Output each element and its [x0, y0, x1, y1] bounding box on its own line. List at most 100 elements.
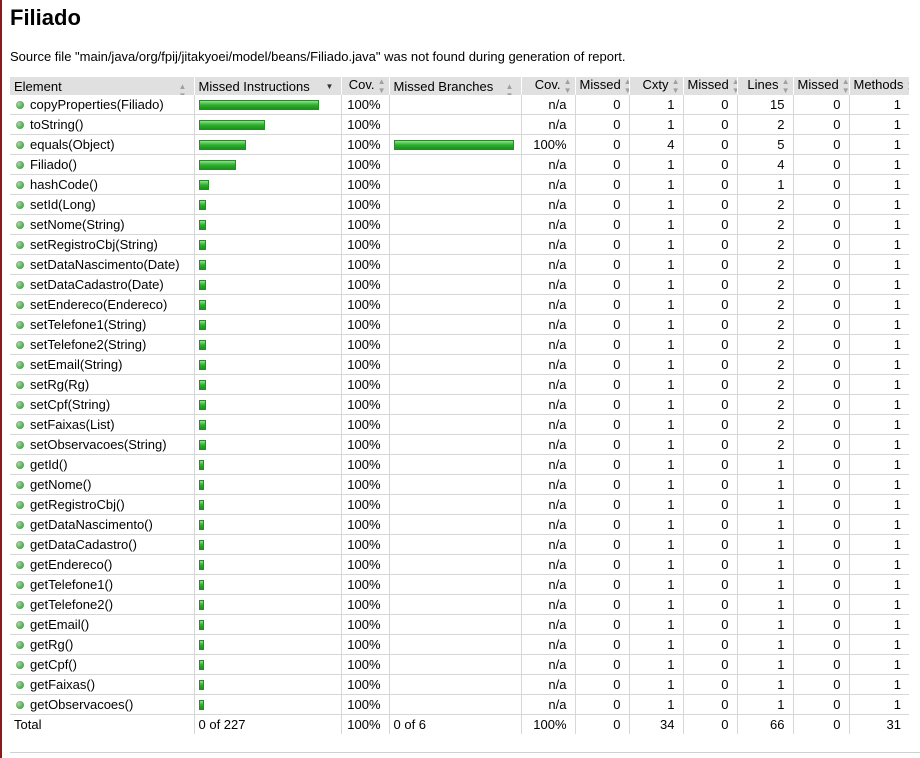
element-cell[interactable]: toString()	[10, 114, 195, 135]
element-cell[interactable]: getDataCadastro()	[10, 534, 195, 555]
green-dot-icon	[16, 200, 24, 209]
missed-branches-cell	[389, 214, 522, 235]
element-cell[interactable]: getRegistroCbj()	[10, 494, 195, 515]
method-link[interactable]: setTelefone2(String)	[30, 337, 147, 352]
total-instruction-coverage: 100%	[341, 714, 390, 734]
element-cell[interactable]: setEmail(String)	[10, 354, 195, 375]
element-cell[interactable]: getCpf()	[10, 654, 195, 675]
method-link[interactable]: setObservacoes(String)	[30, 437, 167, 452]
method-link[interactable]: setCpf(String)	[30, 397, 111, 412]
method-link[interactable]: copyProperties(Filiado)	[30, 97, 164, 112]
missed-complexity: 0	[575, 314, 630, 335]
method-link[interactable]: setDataCadastro(Date)	[30, 277, 164, 292]
green-dot-icon	[16, 380, 24, 389]
missed-methods: 0	[793, 294, 850, 315]
element-cell[interactable]: setTelefone2(String)	[10, 334, 195, 355]
element-cell[interactable]: setCpf(String)	[10, 394, 195, 415]
element-cell[interactable]: getEmail()	[10, 614, 195, 635]
method-link[interactable]: setEmail(String)	[30, 357, 123, 372]
element-cell[interactable]: setRg(Rg)	[10, 374, 195, 395]
element-cell[interactable]: setNome(String)	[10, 214, 195, 235]
complexity: 1	[629, 454, 684, 475]
method-link[interactable]: getTelefone2()	[30, 597, 114, 612]
column-header-lines[interactable]: Lines ▲ ▼	[737, 77, 794, 95]
column-header-missed-methods[interactable]: Missed ▲ ▼	[793, 77, 850, 95]
method-link[interactable]: setEndereco(Endereco)	[30, 297, 168, 312]
method-link[interactable]: setNome(String)	[30, 217, 125, 232]
branch-coverage: n/a	[521, 514, 576, 535]
method-link[interactable]: setRegistroCbj(String)	[30, 237, 158, 252]
missed-lines: 0	[683, 254, 738, 275]
missed-methods: 0	[793, 334, 850, 355]
element-cell[interactable]: setFaixas(List)	[10, 414, 195, 435]
method-link[interactable]: Filiado()	[30, 157, 77, 172]
column-header-missed-instructions[interactable]: Missed Instructions ▼	[194, 77, 342, 95]
lines: 2	[737, 374, 794, 395]
method-link[interactable]: setId(Long)	[30, 197, 96, 212]
method-link[interactable]: getRegistroCbj()	[30, 497, 125, 512]
branch-coverage: n/a	[521, 154, 576, 175]
element-cell[interactable]: getDataNascimento()	[10, 514, 195, 535]
method-link[interactable]: setRg(Rg)	[30, 377, 90, 392]
instruction-coverage: 100%	[341, 534, 390, 555]
green-dot-icon	[16, 100, 24, 109]
element-cell[interactable]: setRegistroCbj(String)	[10, 234, 195, 255]
method-link[interactable]: getObservacoes()	[30, 697, 134, 712]
branch-coverage: n/a	[521, 354, 576, 375]
element-cell[interactable]: getEndereco()	[10, 554, 195, 575]
missed-branches-cell	[389, 654, 522, 675]
column-header-branch-coverage[interactable]: Cov. ▲ ▼	[521, 77, 576, 95]
method-link[interactable]: getFaixas()	[30, 677, 96, 692]
table-row: setDataCadastro(Date) 100% n/a 0 1 0 2 0 1	[10, 274, 909, 295]
method-link[interactable]: getCpf()	[30, 657, 77, 672]
green-dot-icon	[16, 680, 24, 689]
column-header-element[interactable]: Element ▲▼	[10, 77, 195, 95]
element-cell[interactable]: setObservacoes(String)	[10, 434, 195, 455]
method-link[interactable]: getNome()	[30, 477, 92, 492]
element-cell[interactable]: setDataCadastro(Date)	[10, 274, 195, 295]
method-link[interactable]: getEndereco()	[30, 557, 113, 572]
column-header-missed-complexity[interactable]: Missed▲▼	[575, 77, 630, 95]
method-link[interactable]: getRg()	[30, 637, 74, 652]
column-header-missed-branches[interactable]: Missed Branches ▲▼	[389, 77, 522, 95]
total-branches: 0 of 6	[389, 714, 522, 734]
complexity: 1	[629, 594, 684, 615]
element-cell[interactable]: getTelefone2()	[10, 594, 195, 615]
element-cell[interactable]: getRg()	[10, 634, 195, 655]
element-cell[interactable]: hashCode()	[10, 174, 195, 195]
lines: 1	[737, 634, 794, 655]
element-cell[interactable]: setId(Long)	[10, 194, 195, 215]
method-link[interactable]: getTelefone1()	[30, 577, 114, 592]
column-header-instruction-coverage[interactable]: Cov. ▲ ▼	[341, 77, 390, 95]
method-link[interactable]: setFaixas(List)	[30, 417, 115, 432]
lines: 2	[737, 214, 794, 235]
element-cell[interactable]: copyProperties(Filiado)	[10, 95, 195, 115]
element-cell[interactable]: getTelefone1()	[10, 574, 195, 595]
column-header-methods[interactable]: Methods▲▼	[849, 77, 910, 95]
element-cell[interactable]: getId()	[10, 454, 195, 475]
method-link[interactable]: setDataNascimento(Date)	[30, 257, 180, 272]
missed-instructions-cell	[194, 374, 342, 395]
complexity: 1	[629, 654, 684, 675]
green-dot-icon	[16, 320, 24, 329]
element-cell[interactable]: setTelefone1(String)	[10, 314, 195, 335]
method-link[interactable]: hashCode()	[30, 177, 98, 192]
method-link[interactable]: setTelefone1(String)	[30, 317, 147, 332]
element-cell[interactable]: getObservacoes()	[10, 694, 195, 715]
method-link[interactable]: getId()	[30, 457, 68, 472]
element-cell[interactable]: getNome()	[10, 474, 195, 495]
element-cell[interactable]: setEndereco(Endereco)	[10, 294, 195, 315]
method-link[interactable]: toString()	[30, 117, 84, 132]
element-cell[interactable]: getFaixas()	[10, 674, 195, 695]
element-cell[interactable]: Filiado()	[10, 154, 195, 175]
column-header-complexity[interactable]: Cxty ▲ ▼	[629, 77, 684, 95]
element-cell[interactable]: equals(Object)	[10, 134, 195, 155]
method-link[interactable]: getDataNascimento()	[30, 517, 153, 532]
branch-coverage: n/a	[521, 454, 576, 475]
column-header-missed-lines[interactable]: Missed▲▼	[683, 77, 738, 95]
method-link[interactable]: getEmail()	[30, 617, 90, 632]
method-link[interactable]: equals(Object)	[30, 137, 115, 152]
element-cell[interactable]: setDataNascimento(Date)	[10, 254, 195, 275]
method-link[interactable]: getDataCadastro()	[30, 537, 137, 552]
missed-lines: 0	[683, 354, 738, 375]
